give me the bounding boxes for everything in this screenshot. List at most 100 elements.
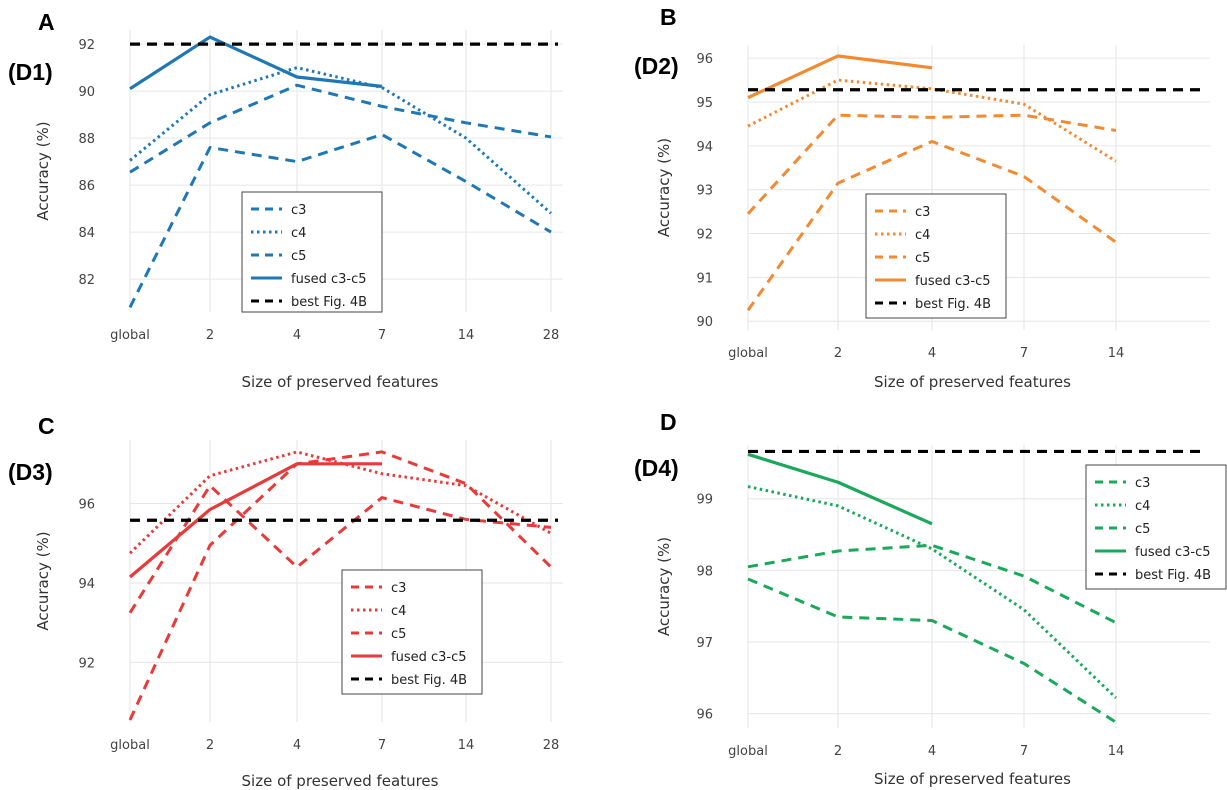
y-tick-label: 92 xyxy=(78,656,95,671)
y-tick-label: 99 xyxy=(696,493,713,508)
x-tick-label: global xyxy=(728,346,768,361)
y-tick-label: 96 xyxy=(696,52,713,67)
panel-letter: D xyxy=(660,409,677,435)
series-line-c4 xyxy=(747,485,1118,699)
legend-entry: c5 xyxy=(291,249,306,264)
x-tick-label: 2 xyxy=(206,328,214,343)
x-tick-label: 2 xyxy=(206,738,214,753)
y-tick-label: 94 xyxy=(78,577,95,592)
y-tick-label: 94 xyxy=(696,140,713,155)
legend-entry: c4 xyxy=(915,228,930,243)
legend-entry: c3 xyxy=(1135,476,1150,491)
series-line-c3 xyxy=(129,83,552,174)
legend: c3 c4 c5 fused c3-c5 best Fig. 4B xyxy=(865,193,1007,319)
x-axis-title: Size of preserved features xyxy=(242,772,439,790)
y-axis-title: Accuracy (%) xyxy=(655,537,673,636)
y-tick-label: 82 xyxy=(78,273,95,288)
panel-letter: C xyxy=(38,413,55,439)
x-tick-label: 14 xyxy=(1108,346,1125,361)
legend-entry: fused c3-c5 xyxy=(291,272,367,287)
series-line-c4 xyxy=(747,78,1117,163)
x-tick-label: 2 xyxy=(834,744,842,759)
legend-entry: best Fig. 4B xyxy=(915,297,991,312)
series-line-c3 xyxy=(747,543,1117,625)
dataset-label: (D2) xyxy=(634,53,679,79)
series-line-c5 xyxy=(746,139,1117,312)
x-tick-label: global xyxy=(110,738,150,753)
series-line-c3 xyxy=(746,113,1117,215)
x-tick-label: 7 xyxy=(1020,346,1028,361)
x-tick-label: 4 xyxy=(928,744,936,759)
panel-letter: B xyxy=(660,4,677,30)
y-axis-title: Accuracy (%) xyxy=(34,121,52,220)
chart-panel-a: 82 84 86 88 90 92 global 2 4 7 14 28 c3 c4 c5 fused c3-… xyxy=(8,9,563,391)
legend-entry: best Fig. 4B xyxy=(1135,568,1211,583)
x-tick-label: 14 xyxy=(458,738,475,753)
chart-panel-d: 96 97 98 99 global 2 4 7 14 c3 c4 c5 fused c3-c5 best… xyxy=(634,409,1227,788)
y-tick-label: 90 xyxy=(78,85,95,100)
dataset-label: (D4) xyxy=(634,455,679,481)
x-tick-label: 14 xyxy=(1108,744,1125,759)
dataset-label: (D3) xyxy=(8,459,53,485)
x-tick-label: 7 xyxy=(378,328,386,343)
legend-entry: c4 xyxy=(1135,499,1150,514)
x-tick-label: 28 xyxy=(543,738,560,753)
y-tick-label: 93 xyxy=(696,184,713,199)
series-line-c5 xyxy=(128,450,553,721)
series-line-fused-c3-c5 xyxy=(129,35,383,91)
legend-box xyxy=(241,191,383,313)
legend: c3 c4 c5 fused c3-c5 best Fig. 4B xyxy=(241,191,383,313)
x-axis-title: Size of preserved features xyxy=(874,373,1071,391)
series-line-fused-c3-c5 xyxy=(747,452,933,526)
legend-entry: fused c3-c5 xyxy=(915,274,991,289)
series-line-fused-c3-c5 xyxy=(747,54,933,100)
y-tick-label: 84 xyxy=(78,226,95,241)
series-line-c5 xyxy=(128,133,552,308)
y-tick-label: 90 xyxy=(696,315,713,330)
legend-entry: fused c3-c5 xyxy=(1135,545,1211,560)
y-tick-label: 91 xyxy=(696,271,713,286)
legend: c3 c4 c5 fused c3-c5 best Fig. 4B xyxy=(341,569,483,695)
chart-panel-c: 92 94 96 global 2 4 7 14 28 c3 c4 c5 fused c3-c5 best… xyxy=(8,413,563,790)
x-tick-label: 4 xyxy=(293,328,301,343)
y-tick-label: 98 xyxy=(696,564,713,579)
y-tick-label: 88 xyxy=(78,132,95,147)
x-tick-label: 7 xyxy=(378,738,386,753)
legend-entry: c5 xyxy=(915,251,930,266)
y-tick-label: 86 xyxy=(78,179,95,194)
series-line-fused-c3-c5 xyxy=(128,462,382,579)
y-tick-label: 95 xyxy=(696,96,713,111)
legend: c3 c4 c5 fused c3-c5 best Fig. 4B xyxy=(1085,464,1227,590)
legend-entry: c4 xyxy=(391,604,406,619)
y-axis-title: Accuracy (%) xyxy=(655,138,673,237)
y-tick-label: 96 xyxy=(696,708,713,723)
x-tick-label: 2 xyxy=(834,346,842,361)
legend-entry: c3 xyxy=(391,581,406,596)
legend-entry: fused c3-c5 xyxy=(391,650,467,665)
series-line-c4 xyxy=(129,66,552,215)
x-tick-label: 4 xyxy=(928,346,936,361)
x-tick-label: 14 xyxy=(458,328,475,343)
x-axis-title: Size of preserved features xyxy=(242,373,439,391)
panel-letter: A xyxy=(38,9,55,35)
x-tick-label: global xyxy=(110,328,150,343)
x-tick-label: global xyxy=(728,744,768,759)
legend-entry: best Fig. 4B xyxy=(391,673,467,688)
series-line-c5 xyxy=(747,577,1117,724)
legend-entry: c5 xyxy=(1135,522,1150,537)
y-tick-label: 96 xyxy=(78,498,95,513)
y-axis-title: Accuracy (%) xyxy=(34,531,52,630)
x-axis-title: Size of preserved features xyxy=(874,770,1071,788)
dataset-label: (D1) xyxy=(8,59,53,85)
legend-entry: c3 xyxy=(915,205,930,220)
x-tick-label: 7 xyxy=(1020,744,1028,759)
legend-entry: c4 xyxy=(291,226,306,241)
y-tick-label: 92 xyxy=(696,228,713,243)
legend-entry: c3 xyxy=(291,203,306,218)
y-tick-label: 97 xyxy=(696,636,713,651)
chart-panel-b: 90 91 92 93 94 95 96 global 2 4 7 14 c3 c4 c5 fused c3-… xyxy=(634,4,1210,391)
x-tick-label: 4 xyxy=(293,738,301,753)
y-tick-label: 92 xyxy=(78,38,95,53)
legend-entry: best Fig. 4B xyxy=(291,295,367,310)
